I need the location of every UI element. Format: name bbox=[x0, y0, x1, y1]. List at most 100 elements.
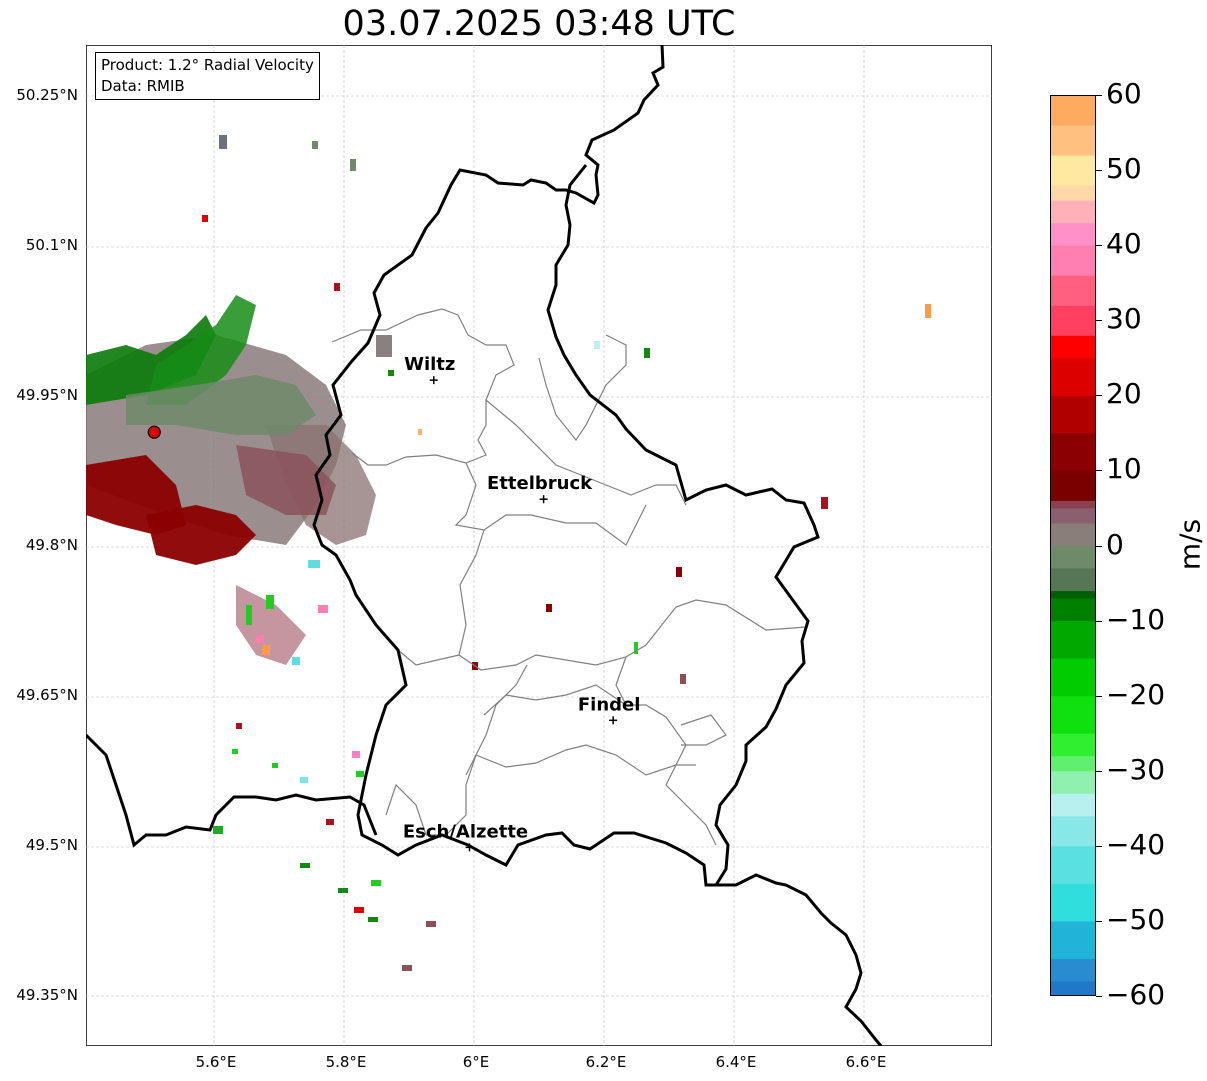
lon-tick-label: 6.4°E bbox=[715, 1053, 757, 1071]
colorbar-segment bbox=[1050, 620, 1096, 659]
echo-darkred-5 bbox=[676, 567, 682, 577]
echo-green-4 bbox=[272, 763, 278, 768]
echo-darkred-4 bbox=[821, 497, 828, 509]
echo-green-band bbox=[146, 295, 256, 405]
city-findel: Findel bbox=[578, 694, 641, 725]
echo-rose-3 bbox=[680, 674, 686, 684]
echo-rose-5 bbox=[350, 159, 356, 171]
echo-rose-2 bbox=[402, 965, 412, 971]
colorbar-tick-label: 0 bbox=[1106, 527, 1124, 561]
colorbar-tick-label: 20 bbox=[1106, 377, 1142, 411]
colorbar-segment bbox=[1050, 125, 1096, 156]
echo-green-9 bbox=[368, 917, 378, 922]
echo-pink-1 bbox=[256, 635, 264, 643]
colorbar-tick-mark bbox=[1096, 545, 1102, 547]
border-be-fr bbox=[86, 733, 378, 848]
echo-green-3 bbox=[232, 749, 238, 754]
colorbar-segment bbox=[1050, 500, 1096, 509]
colorbar-tick-label: −40 bbox=[1106, 827, 1166, 861]
echo-green-11 bbox=[634, 642, 638, 654]
colorbar-segment bbox=[1050, 305, 1096, 336]
country-borders bbox=[86, 45, 883, 1046]
echo-sage bbox=[126, 375, 316, 435]
colorbar-segment bbox=[1050, 590, 1096, 599]
colorbar-tick-label: 50 bbox=[1106, 152, 1142, 186]
radar-site-marker bbox=[147, 425, 161, 439]
colorbar-segment bbox=[1050, 793, 1096, 817]
lat-tick-label: 49.8°N bbox=[25, 536, 78, 555]
city-label: Ettelbruck bbox=[487, 473, 593, 494]
colorbar-tick-mark bbox=[1096, 920, 1102, 922]
lon-tick-label: 5.8°E bbox=[325, 1053, 367, 1071]
lat-tick-label: 49.35°N bbox=[16, 986, 78, 1005]
colorbar-segment bbox=[1050, 95, 1096, 126]
echo-lightcyan bbox=[594, 341, 600, 349]
city-label: Wiltz bbox=[404, 354, 455, 375]
colorbar-segment bbox=[1050, 845, 1096, 884]
colorbar-tick-mark bbox=[1096, 470, 1102, 472]
colorbar-segment bbox=[1050, 470, 1096, 501]
colorbar-frame bbox=[1050, 95, 1096, 996]
lat-tick-label: 49.65°N bbox=[16, 686, 78, 705]
colorbar-segment bbox=[1050, 545, 1096, 569]
city-label: Findel bbox=[578, 694, 641, 715]
echo-scatter-se bbox=[236, 585, 306, 665]
colorbar-tick-mark bbox=[1096, 395, 1102, 397]
colorbar-tick-label: −30 bbox=[1106, 752, 1166, 786]
lat-tick-label: 49.95°N bbox=[16, 386, 78, 405]
echo-orange-3 bbox=[418, 429, 422, 435]
colorbar-segment bbox=[1050, 980, 1096, 996]
colorbar-segment bbox=[1050, 245, 1096, 276]
colorbar-segment bbox=[1050, 883, 1096, 922]
echo-green-7 bbox=[338, 888, 348, 893]
colorbar-segment bbox=[1050, 695, 1096, 734]
echo-darkred-2 bbox=[236, 723, 242, 729]
echo-green-2 bbox=[246, 605, 252, 625]
echo-red-1 bbox=[354, 907, 364, 913]
echo-green-5 bbox=[213, 826, 223, 834]
colorbar-segment bbox=[1050, 598, 1096, 622]
colorbar-segment bbox=[1050, 522, 1096, 546]
echo-red-3 bbox=[334, 283, 340, 291]
colorbar-segment bbox=[1050, 658, 1096, 697]
echo-mixed-rose bbox=[236, 445, 336, 515]
colorbar-segment bbox=[1050, 507, 1096, 524]
lat-tick-label: 50.1°N bbox=[25, 236, 78, 255]
colorbar-segment bbox=[1050, 335, 1096, 359]
colorbar-segment bbox=[1050, 733, 1096, 757]
colorbar-tick-mark bbox=[1096, 770, 1102, 772]
echo-green-10 bbox=[356, 771, 364, 777]
colorbar-tick-mark bbox=[1096, 170, 1102, 172]
echo-green-12 bbox=[644, 348, 650, 358]
radar-echoes bbox=[86, 135, 931, 971]
radar-map: Wiltz Ettelbruck Findel Esch/Alzette bbox=[86, 45, 992, 1046]
lon-tick-label: 6.6°E bbox=[845, 1053, 887, 1071]
echo-orange-1 bbox=[262, 645, 270, 655]
city-esch-alzette: Esch/Alzette bbox=[403, 821, 528, 852]
colorbar-tick-label: −60 bbox=[1106, 978, 1166, 1011]
echo-cyan-1 bbox=[308, 560, 320, 568]
lat-tick-label: 49.5°N bbox=[25, 836, 78, 855]
colorbar-tick-mark bbox=[1096, 320, 1102, 322]
echo-green-1 bbox=[266, 595, 274, 609]
velocity-colorbar bbox=[1050, 95, 1096, 996]
colorbar-tick-label: −10 bbox=[1106, 602, 1166, 636]
echo-green-13 bbox=[388, 370, 394, 376]
colorbar-tick-label: 60 bbox=[1106, 77, 1142, 110]
data-source-label: Data: RMIB bbox=[101, 77, 185, 95]
border-lux bbox=[312, 45, 820, 887]
echo-green-6 bbox=[300, 863, 310, 868]
lon-tick-label: 5.6°E bbox=[195, 1053, 237, 1071]
colorbar-segment bbox=[1050, 222, 1096, 246]
colorbar-tick-label: 30 bbox=[1106, 302, 1142, 336]
colorbar-segment bbox=[1050, 432, 1096, 471]
echo-orange-2 bbox=[925, 304, 931, 318]
colorbar-segment bbox=[1050, 815, 1096, 847]
colorbar-unit: m/s bbox=[1173, 518, 1207, 571]
map-title: 03.07.2025 03:48 UTC bbox=[342, 4, 736, 44]
echo-rose-6 bbox=[312, 141, 318, 149]
canton-borders bbox=[331, 308, 807, 846]
city-ettelbruck: Ettelbruck bbox=[487, 473, 593, 504]
colorbar-segment bbox=[1050, 920, 1096, 959]
echo-darkred-3 bbox=[326, 819, 334, 825]
